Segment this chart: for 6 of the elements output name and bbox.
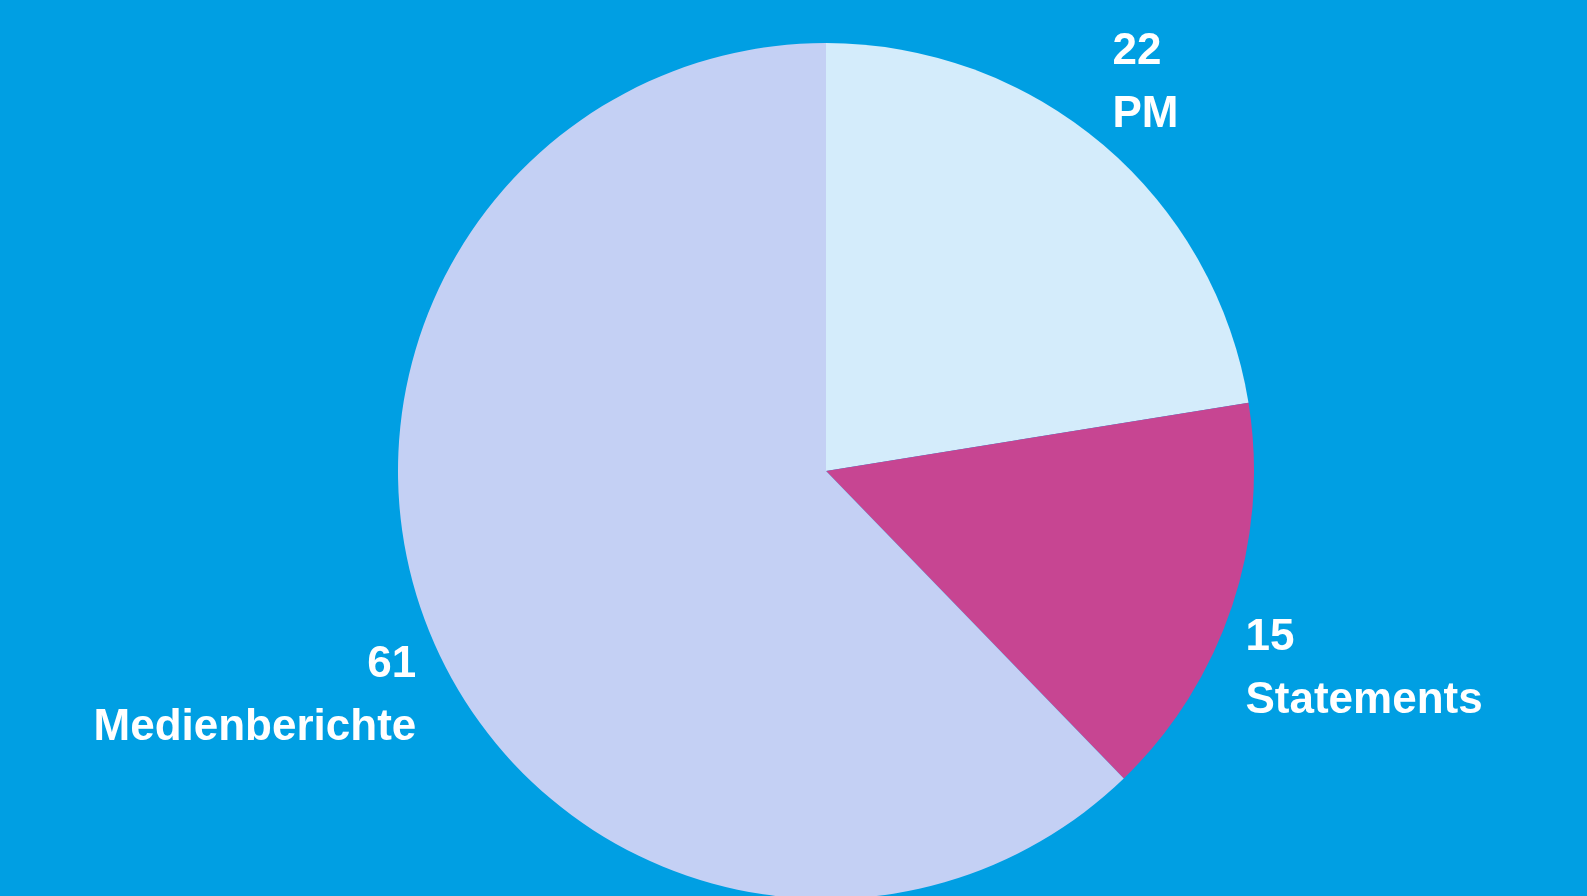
slice-label: Medienberichte	[93, 699, 417, 749]
slice-label: Statements	[1245, 673, 1483, 723]
slice-label: PM	[1112, 87, 1179, 137]
data-label: 15	[1245, 610, 1295, 660]
data-label: 22	[1112, 24, 1162, 74]
data-label: 61	[367, 636, 417, 686]
